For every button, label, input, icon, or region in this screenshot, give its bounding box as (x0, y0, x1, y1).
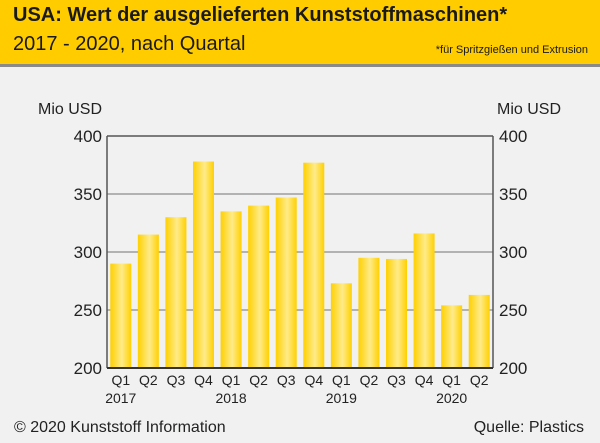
y-axis-label-right: Mio USD (497, 101, 561, 118)
source: Quelle: Plastics (473, 419, 584, 436)
bar (110, 263, 132, 368)
bar (248, 205, 270, 368)
copyright: © 2020 Kunststoff Information (14, 419, 226, 436)
year-label: 2017 (105, 390, 136, 406)
bar (193, 161, 214, 368)
bar (468, 294, 490, 368)
y-tick-label-right: 200 (499, 359, 527, 378)
x-tick-label: Q2 (139, 372, 158, 388)
bar (386, 258, 407, 368)
y-tick-label-left: 250 (74, 301, 102, 320)
y-tick-label-left: 400 (74, 127, 102, 146)
bar (413, 233, 435, 368)
y-tick-label-left: 350 (74, 185, 102, 204)
y-tick-label-left: 200 (74, 359, 102, 378)
bar (275, 197, 297, 368)
y-tick-label-left: 300 (74, 243, 102, 262)
x-tick-label: Q3 (167, 372, 186, 388)
bar (165, 217, 187, 368)
year-label: 2018 (215, 390, 246, 406)
bar (220, 211, 242, 368)
x-tick-label: Q2 (470, 372, 489, 388)
y-tick-label-right: 350 (499, 185, 527, 204)
x-tick-label: Q1 (111, 372, 130, 388)
y-tick-label-right: 300 (499, 243, 527, 262)
x-tick-label: Q1 (442, 372, 461, 388)
bar (303, 162, 325, 368)
x-tick-label: Q3 (387, 372, 406, 388)
x-tick-label: Q3 (277, 372, 296, 388)
chart-subtitle: 2017 - 2020, nach Quartal (13, 33, 246, 55)
x-tick-label: Q4 (415, 372, 434, 388)
x-tick-label: Q1 (332, 372, 351, 388)
y-tick-label-right: 250 (499, 301, 527, 320)
y-tick-label-right: 400 (499, 127, 527, 146)
footnote: *für Spritzgießen und Extrusion (435, 44, 588, 56)
x-tick-label: Q4 (304, 372, 323, 388)
bar (330, 283, 352, 368)
x-tick-label: Q2 (360, 372, 379, 388)
year-label: 2019 (326, 390, 357, 406)
x-tick-label: Q1 (222, 372, 241, 388)
header-banner: USA: Wert der ausgelieferten Kunststoffm… (0, 0, 600, 67)
bar (358, 257, 380, 368)
x-tick-label: Q4 (194, 372, 213, 388)
bar (137, 234, 159, 368)
x-tick-label: Q2 (249, 372, 268, 388)
y-axis-label-left: Mio USD (38, 101, 102, 118)
chart-title: USA: Wert der ausgelieferten Kunststoffm… (13, 4, 508, 26)
bar (441, 305, 463, 368)
year-label: 2020 (436, 390, 467, 406)
